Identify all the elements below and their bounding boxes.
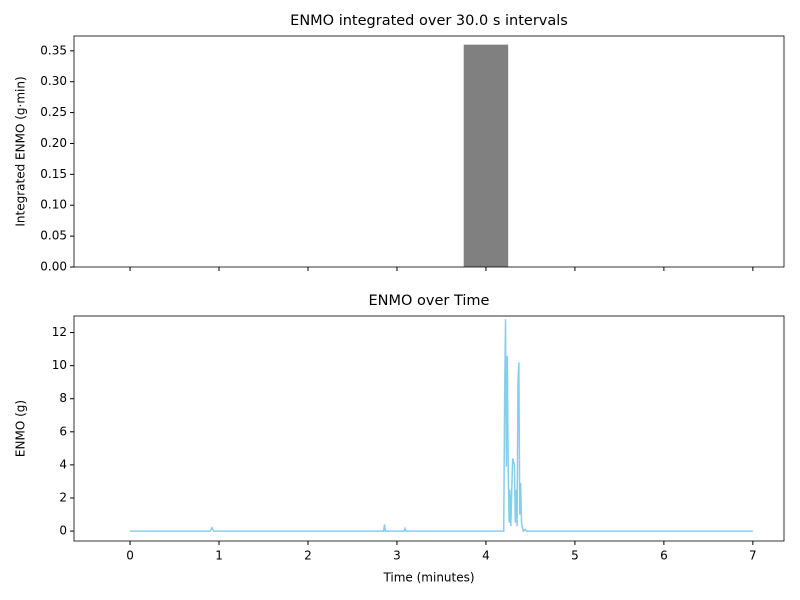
bar — [463, 44, 509, 267]
x-tick-label: 7 — [749, 549, 757, 563]
y-tick-label: 10 — [52, 358, 67, 372]
y-tick-label: 0.00 — [40, 260, 67, 274]
y-tick-label: 0 — [59, 524, 67, 538]
y-tick-label: 2 — [59, 490, 67, 504]
y-tick-label: 0.20 — [40, 136, 67, 150]
x-tick-label: 5 — [571, 549, 579, 563]
data-line — [130, 319, 753, 533]
chart-title: ENMO integrated over 30.0 s intervals — [290, 13, 568, 29]
y-tick-label: 0.15 — [40, 167, 67, 181]
y-tick-label: 0.25 — [40, 105, 67, 119]
y-tick-label: 0.35 — [40, 43, 67, 57]
y-tick-label: 6 — [59, 424, 67, 438]
y-tick-label: 4 — [59, 457, 67, 471]
y-tick-label: 0.30 — [40, 74, 67, 88]
x-tick-label: 3 — [393, 549, 401, 563]
x-tick-label: 2 — [304, 549, 312, 563]
x-tick-label: 6 — [660, 549, 668, 563]
plot-frame — [73, 315, 785, 542]
y-tick-label: 8 — [59, 391, 67, 405]
plot-frame — [73, 35, 785, 268]
y-axis-label: ENMO (g) — [14, 400, 28, 457]
x-tick-label: 4 — [482, 549, 490, 563]
x-tick-label: 1 — [215, 549, 223, 563]
chart-title: ENMO over Time — [369, 293, 490, 309]
y-tick-label: 0.05 — [40, 229, 67, 243]
y-tick-label: 12 — [52, 325, 67, 339]
y-axis-label: Integrated ENMO (g·min) — [14, 76, 28, 226]
x-tick-label: 0 — [126, 549, 134, 563]
x-axis-label: Time (minutes) — [382, 571, 474, 585]
y-tick-label: 0.10 — [40, 198, 67, 212]
